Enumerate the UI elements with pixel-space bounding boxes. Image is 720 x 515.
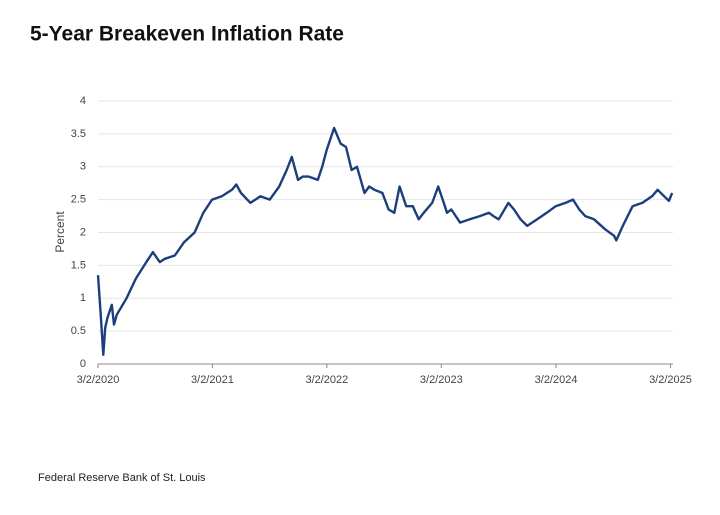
x-tick-label: 3/2/2021: [191, 374, 234, 386]
source: Federal Reserve Bank of St. Louis: [38, 472, 206, 484]
data-line: [96, 126, 674, 356]
y-tick-label: 2: [80, 226, 86, 238]
x-tick-label: 3/2/2022: [305, 374, 348, 386]
y-tick-label: 2.5: [71, 194, 86, 206]
y-tick-label: 0: [80, 358, 86, 370]
y-tick-label: 1.5: [71, 259, 86, 271]
x-tick-label: 3/2/2024: [535, 374, 578, 386]
x-tick-label: 3/2/2025: [649, 374, 692, 386]
y-tick-label: 3.5: [71, 128, 86, 140]
y-tick-label: 3: [80, 161, 86, 173]
chart-title: 5-Year Breakeven Inflation Rate: [30, 23, 344, 46]
y-tick-label: 4: [80, 95, 86, 107]
y-tick-label: 1: [80, 292, 86, 304]
x-tick-label: 3/2/2020: [77, 374, 120, 386]
y-tick-label: 0.5: [71, 325, 86, 337]
y-axis-label: Percent: [53, 211, 67, 253]
x-tick-label: 3/2/2023: [420, 374, 463, 386]
